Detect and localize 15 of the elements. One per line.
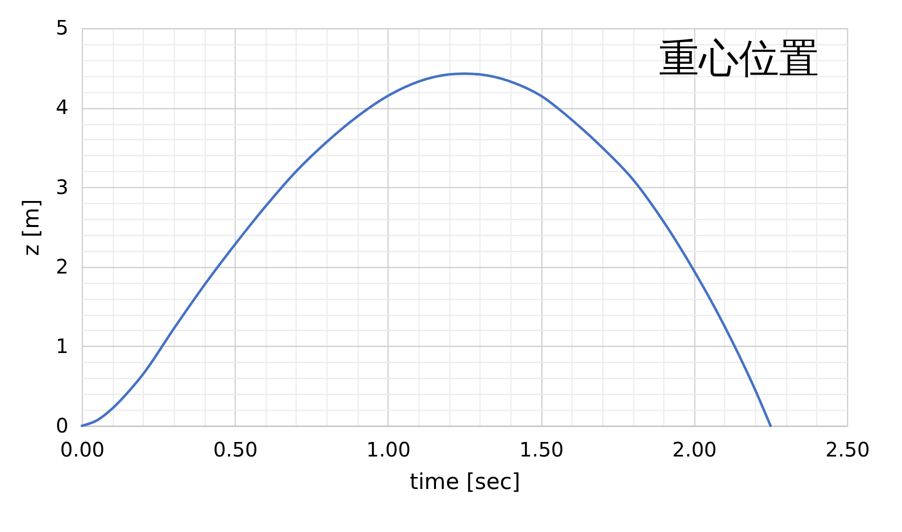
x-tick-label: 0.50 — [213, 437, 258, 462]
y-tick-label: 0 — [56, 413, 68, 438]
x-tick-label: 2.50 — [825, 437, 870, 462]
y-tick-label: 4 — [56, 95, 68, 120]
x-tick-label: 1.50 — [519, 437, 564, 462]
x-tick-label: 2.00 — [672, 437, 717, 462]
x-tick-label: 1.00 — [366, 437, 411, 462]
y-tick-label: 5 — [56, 16, 68, 40]
x-tick-label: 0.00 — [60, 437, 105, 462]
y-tick-label: 2 — [56, 254, 68, 278]
y-axis-title: z [m] — [20, 198, 45, 256]
y-tick-label: 3 — [56, 174, 68, 199]
annotation: 重心位置 — [659, 36, 820, 82]
x-axis-title: time [sec] — [410, 470, 520, 496]
y-tick-label: 1 — [56, 334, 68, 358]
